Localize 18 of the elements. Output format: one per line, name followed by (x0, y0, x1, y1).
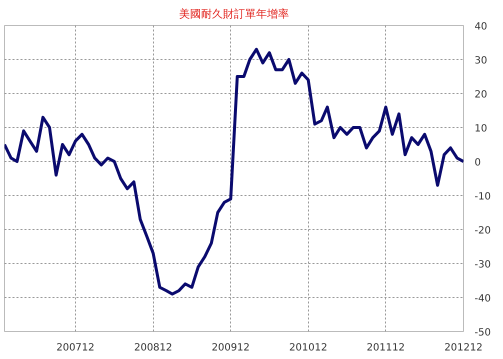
y-tick-label: 10 (474, 124, 488, 134)
x-tick-label: 201012 (289, 342, 328, 354)
y-tick-label: -20 (474, 226, 491, 236)
y-tick-label: -40 (474, 294, 491, 304)
x-tick-label: 200812 (134, 342, 172, 354)
y-tick-label: -30 (474, 260, 491, 270)
x-tick-label: 200912 (212, 342, 250, 354)
y-tick-label: 30 (474, 56, 488, 66)
y-tick-label: -10 (474, 192, 491, 202)
line-series (4, 48, 464, 296)
y-tick-label: 40 (474, 22, 488, 32)
y-tick-label: 20 (474, 90, 488, 100)
x-tick-label: 200712 (56, 342, 95, 354)
y-tick-label: -50 (474, 328, 491, 338)
chart-title: 美國耐久財訂單年增率 (179, 8, 289, 20)
x-tick-label: 201212 (444, 342, 483, 354)
x-tick-label: 201112 (366, 342, 405, 354)
y-tick-label: 0 (474, 158, 481, 168)
